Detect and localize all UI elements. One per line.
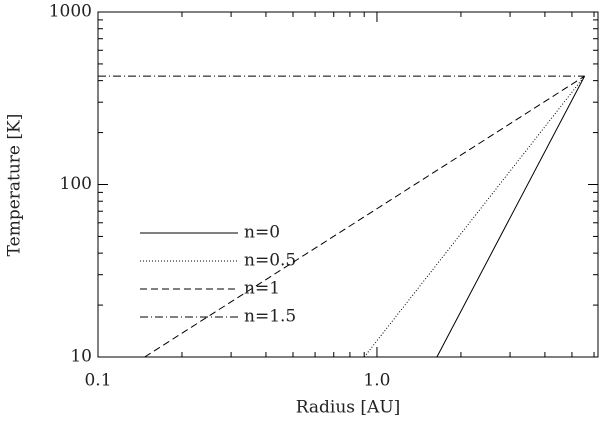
x-tick-label: 0.1 [84, 371, 111, 391]
legend-label: n=0 [244, 223, 280, 243]
legend-label: n=1 [244, 279, 280, 299]
x-tick-label: 1.0 [363, 371, 390, 391]
series-line [363, 75, 585, 358]
series-line [436, 75, 586, 358]
y-axis-label: Temperature [K] [5, 114, 25, 257]
legend-label: n=1.5 [244, 307, 296, 327]
y-tick-label: 10 [70, 347, 92, 367]
y-tick-label: 100 [60, 174, 92, 194]
plot-frame [97, 11, 599, 358]
y-tick-label: 1000 [49, 2, 92, 22]
series-line [144, 75, 585, 358]
legend-label: n=0.5 [244, 251, 296, 271]
x-axis-label: Radius [AU] [296, 398, 401, 418]
